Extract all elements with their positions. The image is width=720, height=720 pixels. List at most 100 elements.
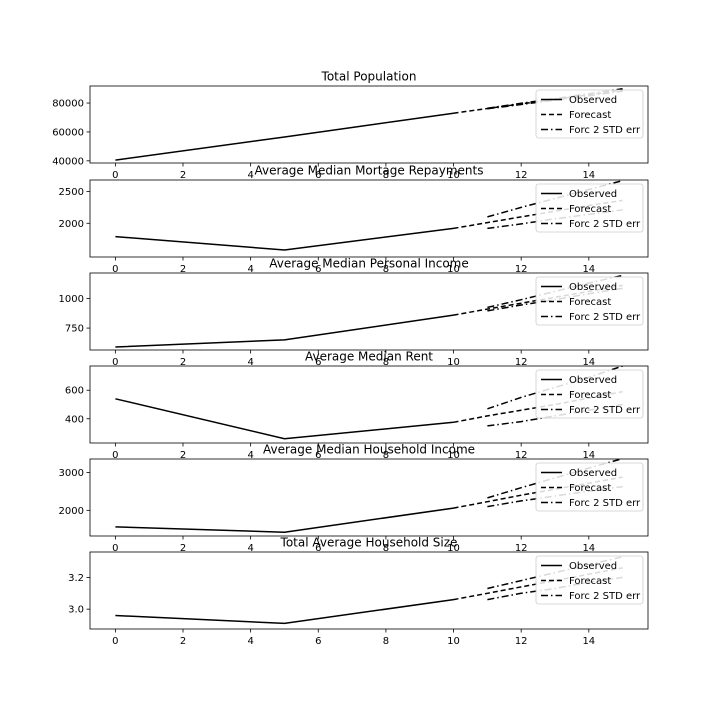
legend: Observed Forecast Forc 2 STD err: [535, 555, 644, 605]
y-tick-label: 3000: [59, 468, 84, 479]
legend-box: [535, 555, 644, 605]
x-tick-label: 2: [180, 357, 186, 368]
y-tick-label: 3.2: [68, 573, 84, 584]
x-tick-label: 6: [315, 170, 321, 181]
x-tick-label: 6: [315, 357, 321, 368]
plot-frame: [89, 551, 649, 630]
x-tick-label: 2: [180, 636, 186, 647]
legend: Observed Forecast Forc 2 STD err: [535, 462, 644, 512]
legend-label: Forc 2 STD err: [569, 312, 641, 323]
legend-label: Forecast: [569, 297, 611, 308]
chart-panel-2: 0 2 4 6 8 10 12 14 2000 2500 Observed Forecast Forc …: [59, 164, 649, 275]
legend-box: [535, 462, 644, 512]
legend-label: Forc 2 STD err: [569, 591, 641, 602]
x-tick-label: 10: [447, 264, 460, 275]
x-tick-label: 14: [582, 357, 595, 368]
legend-label: Forc 2 STD err: [569, 498, 641, 509]
x-tick-label: 8: [383, 264, 389, 275]
x-tick-label: 2: [180, 543, 186, 554]
x-tick-label: 12: [515, 543, 528, 554]
x-tick-label: 10: [447, 450, 460, 461]
legend-box: [535, 369, 644, 419]
x-tick-label: 10: [447, 543, 460, 554]
series-line-dashed: [453, 567, 623, 601]
x-tick-label: 12: [515, 636, 528, 647]
x-tick-label: 6: [315, 636, 321, 647]
x-tick-label: 0: [112, 170, 118, 181]
legend-label: Forc 2 STD err: [569, 405, 641, 416]
legend: Observed Forecast Forc 2 STD err: [535, 183, 644, 233]
legend-box: [535, 89, 644, 139]
x-tick-label: 14: [582, 170, 595, 181]
series-line-dashed: [453, 390, 623, 424]
x-tick-label: 14: [582, 450, 595, 461]
x-tick-label: 4: [247, 636, 253, 647]
chart-panel-4: 0 2 4 6 8 10 12 14 400 600 Observed Forecast Forc 2 …: [65, 350, 649, 461]
x-tick-label: 4: [247, 357, 253, 368]
legend-box: [535, 276, 644, 326]
x-tick-label: 6: [315, 264, 321, 275]
series-line-solid: [115, 507, 454, 533]
x-tick-label: 12: [515, 264, 528, 275]
x-tick-label: 12: [515, 170, 528, 181]
chart-panel-1: 0 2 4 6 8 10 12 14 40000 60000 80000 Observed Foreca…: [52, 70, 649, 181]
legend-label: Forc 2 STD err: [569, 219, 641, 230]
legend-label: Forecast: [569, 110, 611, 121]
series-line-dashed: [453, 89, 623, 114]
x-tick-label: 0: [112, 450, 118, 461]
legend-label: Forecast: [569, 204, 611, 215]
x-tick-label: 12: [515, 450, 528, 461]
chart-title: Average Median Rent: [305, 350, 433, 364]
chart-title: Average Median Mortage Repayments: [255, 164, 484, 178]
legend-label: Observed: [569, 468, 617, 479]
legend-label: Observed: [569, 189, 617, 200]
x-tick-label: 4: [247, 450, 253, 461]
legend-box: [535, 183, 644, 233]
chart-panel-3: 0 2 4 6 8 10 12 14 750 1000 Observed Forecast Forc 2…: [59, 257, 649, 368]
legend-label: Observed: [569, 375, 617, 386]
x-tick-label: 8: [383, 170, 389, 181]
y-tick-label: 3.0: [68, 605, 84, 616]
series-line-solid: [115, 598, 454, 625]
x-tick-label: 2: [180, 450, 186, 461]
legend: Observed Forecast Forc 2 STD err: [535, 89, 644, 139]
x-tick-label: 8: [383, 357, 389, 368]
legend-label: Forecast: [569, 576, 611, 587]
x-tick-label: 8: [383, 636, 389, 647]
chart-title: Average Median Household Income: [263, 443, 475, 457]
x-tick-label: 10: [447, 636, 460, 647]
x-tick-label: 12: [515, 357, 528, 368]
series-line-solid: [115, 398, 454, 440]
x-tick-label: 14: [582, 636, 595, 647]
x-tick-label: 4: [247, 264, 253, 275]
x-tick-label: 14: [582, 543, 595, 554]
legend-label: Forecast: [569, 390, 611, 401]
legend-label: Observed: [569, 282, 617, 293]
plot-frame: [89, 458, 649, 537]
y-tick-label: 2000: [59, 506, 84, 517]
legend-label: Observed: [569, 95, 617, 106]
y-tick-label: 600: [65, 386, 84, 397]
y-tick-label: 400: [65, 414, 84, 425]
x-tick-label: 0: [112, 264, 118, 275]
x-tick-label: 0: [112, 357, 118, 368]
x-tick-label: 8: [383, 450, 389, 461]
x-tick-label: 14: [582, 264, 595, 275]
x-tick-label: 2: [180, 264, 186, 275]
chart-title: Total Population: [321, 70, 417, 84]
chart-title: Total Average Household Size: [280, 536, 458, 550]
y-tick-label: 40000: [52, 156, 84, 167]
x-tick-label: 2: [180, 170, 186, 181]
x-tick-label: 4: [247, 543, 253, 554]
plot-frame: [89, 85, 649, 164]
y-tick-label: 2500: [59, 187, 84, 198]
chart-title: Average Median Personal Income: [269, 257, 469, 271]
plot-frame: [89, 365, 649, 444]
legend-label: Observed: [569, 561, 617, 572]
legend-label: Forecast: [569, 483, 611, 494]
x-tick-label: 8: [383, 543, 389, 554]
y-tick-label: 750: [65, 324, 84, 335]
y-tick-label: 2000: [59, 219, 84, 230]
x-tick-label: 6: [315, 450, 321, 461]
